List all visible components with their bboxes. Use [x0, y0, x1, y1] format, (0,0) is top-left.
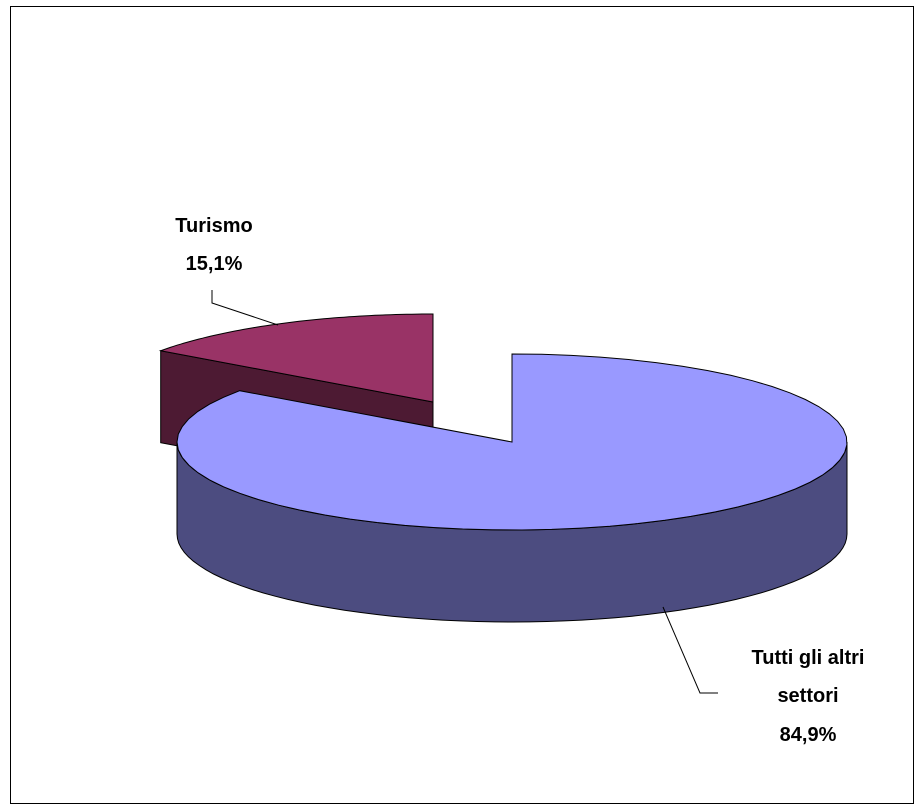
slice-turismo-top: [158, 313, 434, 403]
slice-label-altri-value: 84,9%: [780, 724, 837, 746]
slice-altri: [176, 353, 848, 623]
slice-label-altri-name-line2: settori: [777, 685, 838, 707]
slice-label-turismo-name: Turismo: [175, 215, 252, 237]
slice-label-altri-name-line1: Tutti gli altri: [752, 647, 865, 669]
slice-label-altri: Tutti gli altri settori 84,9%: [752, 647, 865, 746]
slices-group: [158, 313, 848, 623]
slice-label-turismo: Turismo 15,1%: [175, 215, 252, 275]
leader-line-turismo: [211, 290, 279, 326]
leader-line-altri: [662, 606, 718, 694]
slice-altri-top: [176, 353, 848, 531]
slice-label-turismo-value: 15,1%: [186, 253, 243, 275]
